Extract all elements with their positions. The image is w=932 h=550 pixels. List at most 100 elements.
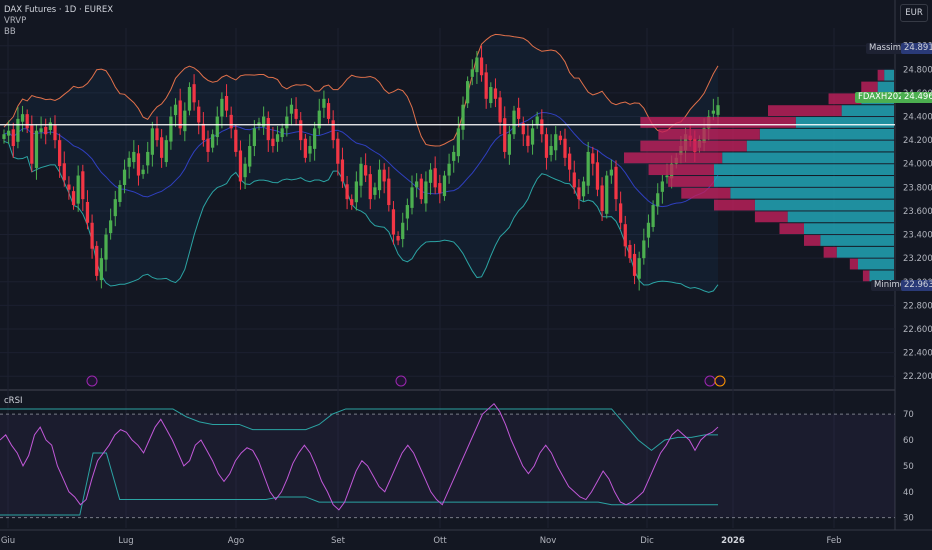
candle-body	[262, 116, 266, 127]
volume-profile-up-bar	[714, 176, 894, 187]
candle-body	[628, 244, 632, 259]
candle-body	[461, 104, 465, 130]
candle-body	[544, 134, 549, 158]
candle-body	[526, 135, 530, 147]
candle-body	[201, 123, 205, 141]
candle-body	[512, 110, 516, 135]
price-tick-label: 22.800	[903, 301, 932, 311]
candle-body	[48, 122, 52, 130]
volume-profile-up-bar	[754, 199, 894, 211]
chart-title[interactable]: DAX Futures · 1D · EUREX	[4, 5, 114, 15]
candle-body	[109, 220, 113, 234]
candle-body	[224, 95, 229, 111]
candle-body	[364, 165, 368, 176]
candle-body	[373, 187, 377, 195]
candle-body	[716, 105, 720, 115]
crsi-line	[0, 403, 719, 511]
candle-body	[113, 199, 117, 217]
candle-body	[99, 258, 103, 281]
candle-body	[498, 97, 502, 123]
candle-body	[428, 169, 433, 183]
volume-profile-up-bar	[836, 246, 894, 258]
volume-profile-down-bar	[779, 223, 804, 235]
time-tick-label: Ago	[228, 536, 244, 546]
price-tick-label: 24.200	[903, 136, 932, 146]
candle-body	[424, 181, 428, 204]
dividend-marker-icon	[714, 375, 726, 387]
indicator-vrvp-label[interactable]: VRVP	[4, 16, 27, 26]
candle-body	[470, 69, 474, 77]
candle-body	[197, 106, 201, 123]
time-tick-label: Lug	[118, 536, 133, 546]
candle-body	[554, 134, 558, 151]
candle-body	[354, 181, 358, 203]
candle-body	[447, 163, 451, 176]
volume-profile-up-bar	[714, 164, 894, 176]
time-tick-label: Set	[331, 536, 346, 546]
candle-body	[475, 57, 479, 73]
candle-body	[308, 146, 312, 154]
time-tick-label: Dic	[640, 536, 654, 546]
candle-body	[660, 181, 664, 192]
high-value-tag: 24.891	[901, 43, 932, 54]
candle-body	[248, 146, 252, 167]
candle-body	[16, 118, 20, 142]
candle-body	[614, 166, 618, 200]
candle-body	[173, 104, 178, 116]
volume-profile-down-bar	[768, 105, 842, 117]
volume-profile-up-bar	[869, 270, 894, 282]
rsi-title[interactable]: cRSI	[4, 396, 23, 406]
candle-body	[549, 146, 553, 156]
candle-body	[252, 128, 256, 147]
candle-body	[489, 87, 493, 104]
candle-body	[299, 120, 303, 141]
volume-profile-up-bar	[730, 187, 894, 199]
candle-body	[322, 98, 326, 108]
candle-body	[442, 175, 447, 197]
indicator-bb-label[interactable]: BB	[4, 27, 16, 37]
candle-body	[2, 134, 6, 139]
candle-body	[136, 153, 141, 176]
candle-body	[517, 107, 521, 119]
volume-profile-up-bar	[795, 117, 894, 128]
candle-body	[280, 128, 284, 138]
volume-profile-down-bar	[648, 164, 714, 176]
low-label: Minimo	[871, 280, 908, 291]
symbol-tag: FDAXH2026	[855, 92, 912, 103]
candle-body	[76, 175, 80, 204]
time-tick-label: Giu	[1, 536, 15, 546]
volume-profile-up-bar	[787, 211, 894, 223]
volume-profile-down-bar	[658, 128, 760, 140]
bollinger-lower-line	[3, 140, 719, 293]
rsi-tick-label: 40	[903, 488, 914, 498]
candle-body	[405, 205, 409, 219]
volume-profile-down-bar	[877, 69, 885, 81]
candle-body	[484, 72, 488, 99]
candle-body	[220, 98, 224, 117]
time-tick-label: Nov	[540, 536, 557, 546]
candle-body	[387, 178, 391, 206]
candle-body	[535, 116, 539, 125]
candle-body	[127, 157, 131, 167]
crsi-lower-band	[0, 452, 718, 516]
bollinger-basis-line	[3, 112, 719, 208]
candle-body	[326, 103, 331, 119]
bollinger-upper-line	[3, 33, 719, 147]
candle-body	[586, 151, 590, 186]
crsi-upper-band	[0, 408, 718, 451]
candle-body	[85, 201, 90, 223]
time-tick-label: 2026	[721, 536, 745, 546]
candle-body	[619, 203, 623, 223]
candle-body	[132, 151, 136, 163]
candle-body	[401, 222, 405, 240]
candle-body	[313, 128, 317, 149]
candle-body	[656, 193, 660, 207]
currency-button[interactable]: EUR	[900, 4, 928, 22]
candle-body	[150, 128, 154, 155]
candle-body	[122, 169, 127, 185]
candle-body	[257, 122, 261, 126]
volume-profile-down-bar	[828, 93, 862, 105]
event-marker-icon	[86, 375, 98, 387]
